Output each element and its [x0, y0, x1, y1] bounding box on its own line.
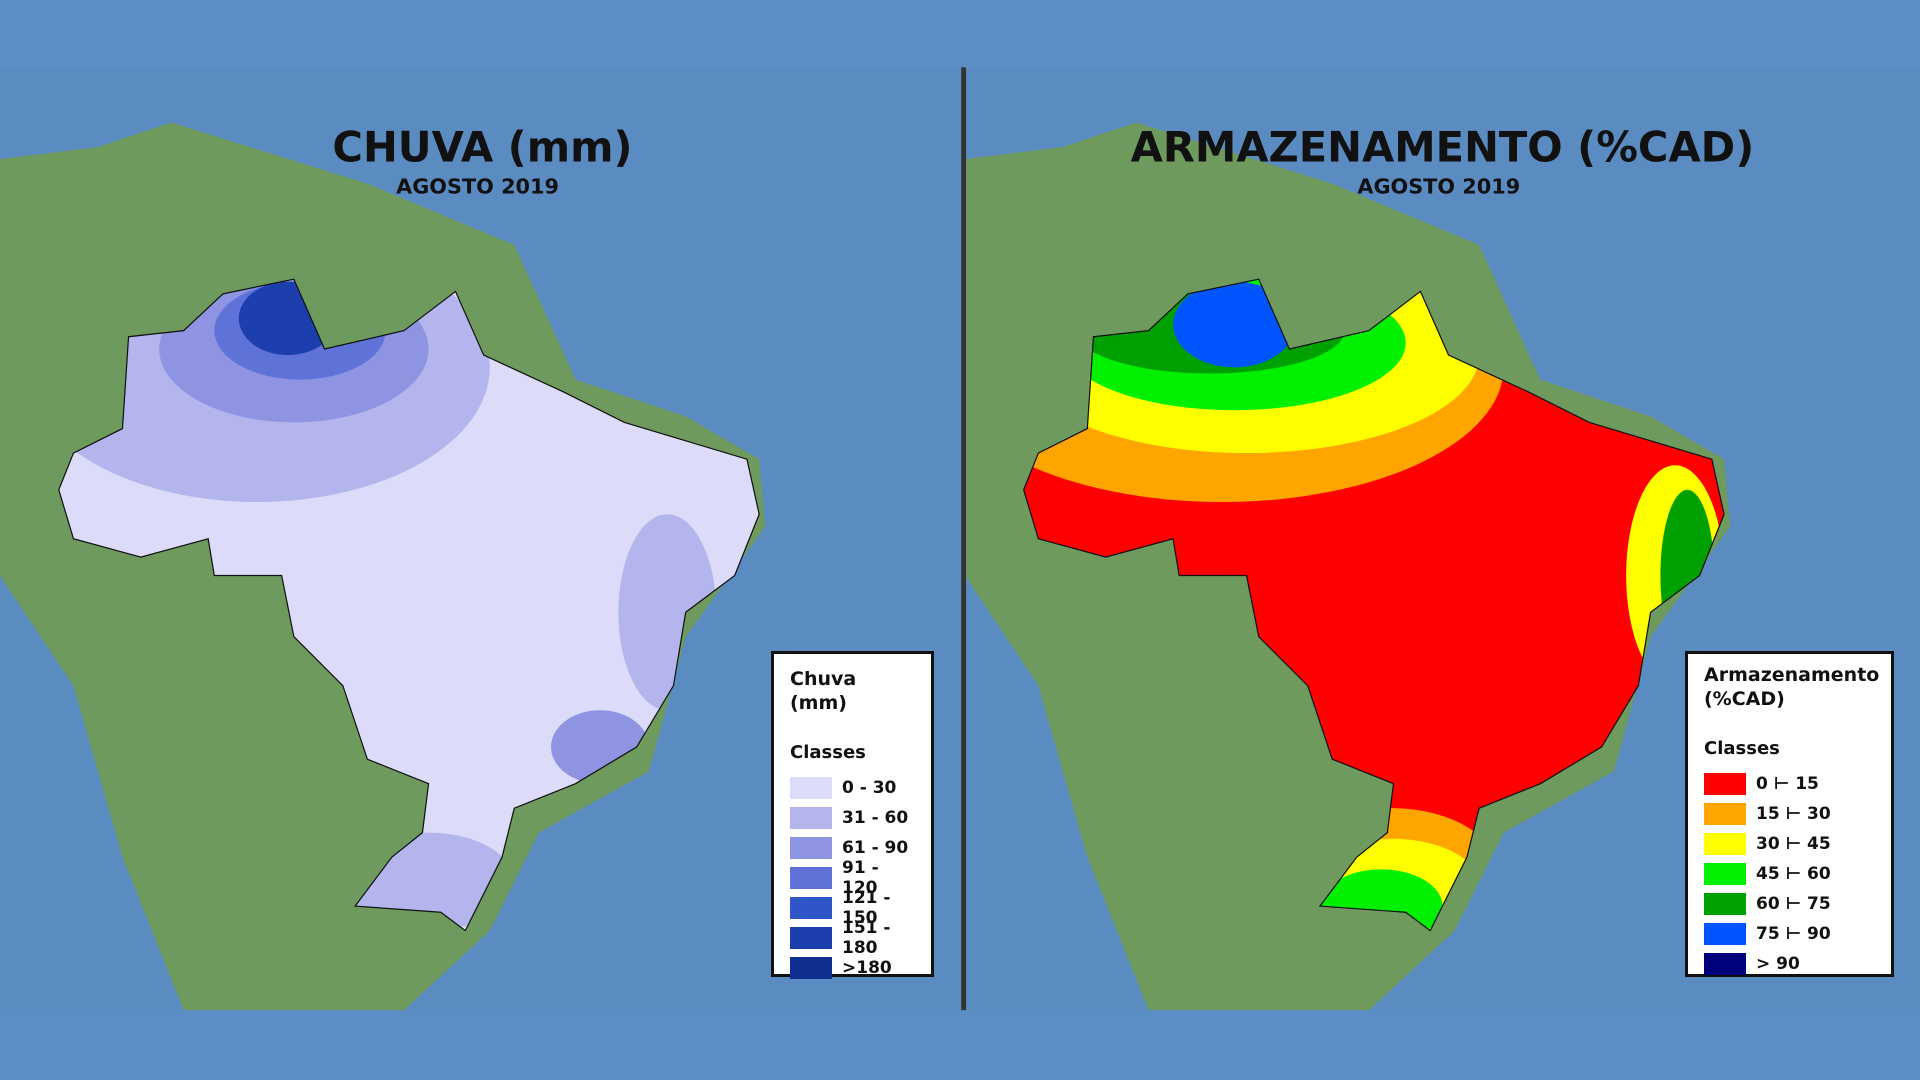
legend-swatch — [1704, 862, 1746, 885]
legend-swatch — [790, 866, 832, 889]
legend-swatch — [1704, 952, 1746, 975]
legend-item: 0 ⊢ 15 — [1704, 769, 1875, 799]
legend-item: 60 ⊢ 75 — [1704, 889, 1875, 919]
map-title: CHUVA (mm) — [332, 123, 632, 172]
legend-swatch — [790, 836, 832, 859]
legend: Armazenamento (%CAD) Classes 0 ⊢ 15 15 ⊢ 30… — [1685, 651, 1894, 977]
legend-subtitle: Classes — [790, 741, 866, 763]
legend-item: 121 - 150 — [790, 888, 915, 928]
legend-label: 75 ⊢ 90 — [1756, 923, 1831, 944]
legend-swatch — [1704, 892, 1746, 915]
legend-label: 121 - 150 — [842, 887, 891, 928]
map-subtitle: AGOSTO 2019 — [1357, 174, 1520, 198]
legend-title: Armazenamento (%CAD) — [1704, 664, 1880, 710]
legend-label: 0 ⊢ 15 — [1756, 773, 1819, 794]
legend-item: 15 ⊢ 30 — [1704, 799, 1875, 829]
legend-swatch — [1704, 802, 1746, 825]
legend-item: >180 — [790, 953, 915, 983]
legend-label: 30 ⊢ 45 — [1756, 833, 1831, 854]
legend-item: 91 - 120 — [790, 858, 915, 898]
legend-title: Chuva (mm) — [790, 668, 857, 714]
legend-label: 151 - 180 — [842, 917, 891, 958]
legend-swatch — [790, 806, 832, 829]
legend-item: 61 - 90 — [790, 833, 915, 863]
legend-label: 60 ⊢ 75 — [1756, 893, 1831, 914]
legend-label: > 90 — [1756, 953, 1800, 974]
map-title: ARMAZENAMENTO (%CAD) — [1131, 123, 1755, 172]
divider — [961, 67, 967, 1011]
legend-swatch — [790, 896, 832, 919]
legend-item: 30 ⊢ 45 — [1704, 829, 1875, 859]
legend-label: 31 - 60 — [842, 807, 909, 828]
rain-map — [0, 67, 962, 1011]
legend-item: 31 - 60 — [790, 803, 915, 833]
legend-item: 151 - 180 — [790, 918, 915, 958]
legend-item: > 90 — [1704, 949, 1875, 979]
legend-swatch — [790, 776, 832, 799]
legend-swatch — [790, 926, 832, 949]
legend-label: 15 ⊢ 30 — [1756, 803, 1831, 824]
legend-label: >180 — [842, 957, 892, 978]
legend-label: 0 - 30 — [842, 777, 897, 798]
legend-label: 91 - 120 — [842, 857, 879, 898]
legend-label: 45 ⊢ 60 — [1756, 863, 1831, 884]
legend: Chuva (mm) Classes 0 - 30 31 - 60 61 - 90 91 … — [771, 651, 934, 979]
legend-subtitle: Classes — [1704, 737, 1780, 759]
legend-item: 45 ⊢ 60 — [1704, 859, 1875, 889]
legend-swatch — [1704, 772, 1746, 795]
legend-label: 61 - 90 — [842, 837, 909, 858]
legend-item: 0 - 30 — [790, 773, 915, 803]
legend-swatch — [1704, 832, 1746, 855]
map-subtitle: AGOSTO 2019 — [396, 174, 559, 198]
legend-swatch — [790, 956, 832, 979]
legend-swatch — [1704, 922, 1746, 945]
legend-item: 75 ⊢ 90 — [1704, 919, 1875, 949]
